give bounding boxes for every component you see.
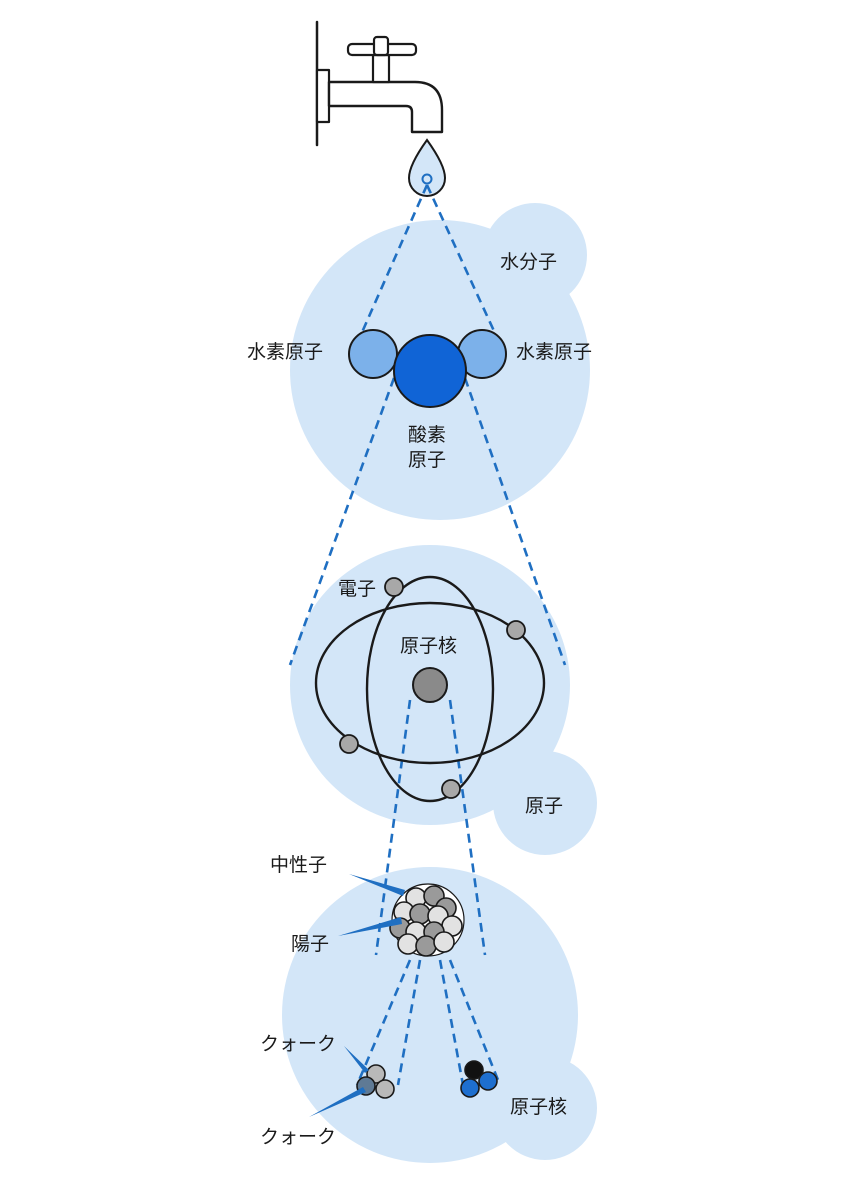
label-oxygen-atom: 酸素 原子 <box>408 423 446 472</box>
label-hydrogen-atom-left: 水素原子 <box>247 341 324 363</box>
electron <box>506 620 526 640</box>
label-proton: 陽子 <box>291 933 330 955</box>
pointer-wedges <box>309 874 405 1117</box>
label-nucleus-bottom: 原子核 <box>510 1096 568 1118</box>
label-quark-bottom: クォーク <box>260 1126 337 1148</box>
electron <box>384 577 404 597</box>
zoom-lines <box>288 184 567 1086</box>
oxygen-atom <box>393 334 467 408</box>
bubble-nucleus <box>282 867 597 1163</box>
atom-nucleus <box>412 667 448 703</box>
electron <box>441 779 461 799</box>
faucet-icon <box>315 20 444 147</box>
quark-trio-blue <box>460 1060 498 1098</box>
label-nucleus: 原子核 <box>400 635 458 657</box>
atom-model <box>314 575 546 803</box>
water-molecule <box>348 329 507 408</box>
label-neutron: 中性子 <box>270 854 328 876</box>
label-atom: 原子 <box>525 795 564 817</box>
label-oxygen-line2: 原子 <box>408 448 447 471</box>
label-water-molecule: 水分子 <box>500 251 558 273</box>
hydrogen-atom-left <box>348 329 398 379</box>
electron <box>339 734 359 754</box>
label-hydrogen-atom-right: 水素原子 <box>516 341 593 363</box>
water-drop-icon <box>407 138 447 197</box>
label-quark-top: クォーク <box>260 1033 337 1055</box>
nucleus-cluster <box>389 883 465 957</box>
label-oxygen-line1: 酸素 <box>408 424 447 446</box>
label-electron: 電子 <box>338 578 377 600</box>
quark-trio-gray <box>356 1064 395 1099</box>
